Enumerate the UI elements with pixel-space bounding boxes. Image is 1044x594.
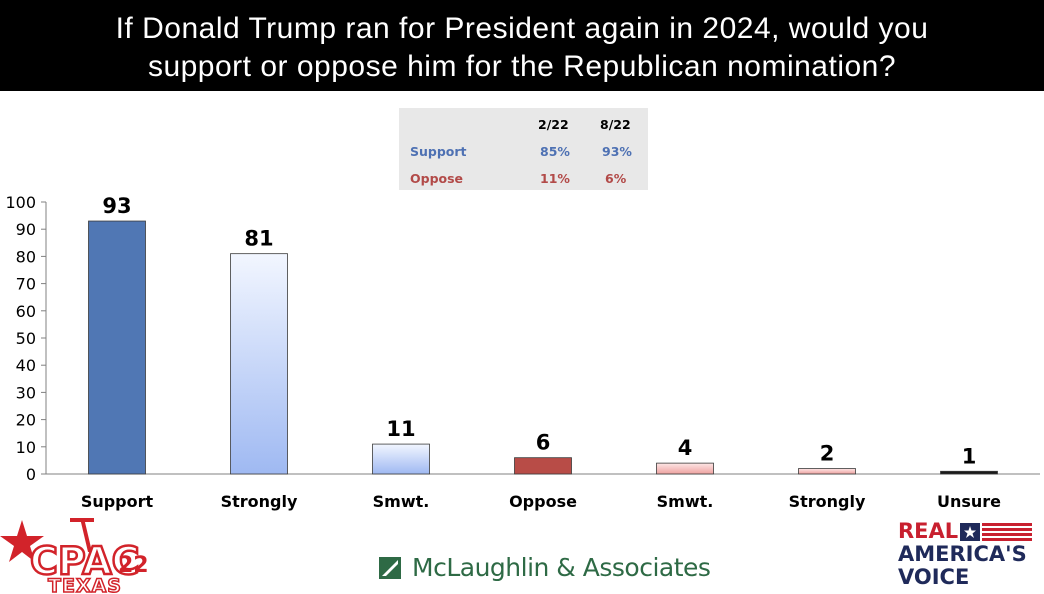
data-label: 2 [820, 442, 835, 466]
bar [656, 462, 714, 475]
summary-cell: 11% [540, 171, 570, 186]
flag-icon [960, 523, 1032, 541]
cpac-sub: TEXAS [48, 575, 122, 594]
summary-col-header: 8/22 [600, 117, 631, 132]
x-tick-label: Unsure [937, 492, 1001, 511]
x-tick-label: Support [81, 492, 154, 511]
bar [940, 470, 998, 475]
bar [372, 443, 430, 475]
data-label: 93 [102, 194, 131, 218]
data-label: 1 [962, 444, 977, 468]
bar [88, 220, 146, 475]
summary-row-label-support: Support [410, 144, 467, 159]
y-tick-label: 30 [16, 383, 36, 402]
y-tick-label: 50 [16, 329, 36, 348]
mclaughlin-logo-text: McLaughlin & Associates [412, 553, 711, 582]
data-label: 4 [678, 436, 693, 460]
x-tick-label: Strongly [789, 492, 866, 511]
y-tick-label: 100 [5, 193, 36, 212]
title-line-2: support or oppose him for the Republican… [147, 50, 897, 83]
cpac-logo: CPAC 22 TEXAS [0, 518, 149, 594]
mclaughlin-icon [379, 557, 401, 579]
y-tick-label: 40 [16, 356, 36, 375]
y-tick-label: 0 [26, 465, 36, 484]
rav-line3: VOICE [898, 565, 970, 589]
x-tick-label: Oppose [509, 492, 577, 511]
y-tick-label: 10 [16, 438, 36, 457]
summary-table: 2/22 8/22 Support 85% 93% Oppose 11% 6% [399, 108, 648, 190]
y-tick-label: 80 [16, 247, 36, 266]
rav-logo: REAL AMERICA'S VOICE [898, 520, 1038, 590]
summary-cell: 93% [602, 144, 632, 159]
bar [230, 253, 288, 475]
rav-line2: AMERICA'S [898, 542, 1027, 566]
bar [798, 468, 856, 475]
title-bar: If Donald Trump ran for President again … [0, 0, 1044, 94]
bar [514, 457, 572, 475]
summary-cell: 6% [605, 171, 627, 186]
data-label: 11 [386, 417, 415, 441]
summary-col-header: 2/22 [538, 117, 569, 132]
x-tick-label: Strongly [221, 492, 298, 511]
rav-line1: REAL [898, 519, 959, 543]
oil-derrick-icon [80, 518, 92, 552]
summary-cell: 85% [540, 144, 570, 159]
bar-chart: 0 10 20 30 40 50 60 70 80 90 100 93 Support 81 Strongl… [5, 193, 1040, 511]
data-label: 81 [244, 227, 273, 251]
summary-row-label-oppose: Oppose [410, 171, 464, 186]
x-tick-label: Smwt. [373, 492, 430, 511]
y-tick-label: 60 [16, 302, 36, 321]
star-icon [0, 520, 44, 562]
title-line-1: If Donald Trump ran for President again … [115, 12, 929, 45]
y-tick-label: 70 [16, 275, 36, 294]
x-tick-label: Smwt. [657, 492, 714, 511]
cpac-text: CPAC [30, 539, 140, 583]
y-tick-label: 20 [16, 411, 36, 430]
data-label: 6 [536, 431, 551, 455]
cpac-number: 22 [118, 553, 149, 578]
y-tick-label: 90 [16, 220, 36, 239]
